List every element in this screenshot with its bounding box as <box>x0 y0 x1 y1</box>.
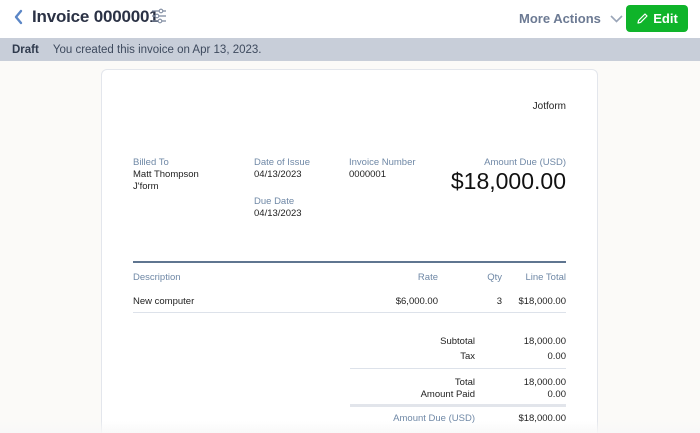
summary-amount-due-label: Amount Due (USD) <box>393 413 475 424</box>
col-rate: Rate <box>417 272 438 283</box>
status-badge: Draft <box>12 43 39 56</box>
summary-thick-divider <box>350 404 566 407</box>
more-actions-dropdown[interactable]: More Actions <box>519 11 623 26</box>
row-description: New computer <box>133 296 195 307</box>
back-button[interactable] <box>12 7 26 27</box>
invoice-number-label: Invoice Number <box>349 157 416 168</box>
amount-due-label: Amount Due (USD) <box>484 157 566 168</box>
sliders-icon <box>152 8 166 24</box>
billed-to-company: J'form <box>133 181 159 192</box>
total-label: Total <box>454 377 475 388</box>
row-divider <box>133 312 566 313</box>
billed-to-name: Matt Thompson <box>133 169 199 180</box>
row-rate: $6,000.00 <box>395 296 438 307</box>
subtotal-label: Subtotal <box>440 336 475 347</box>
row-line-total: $18,000.00 <box>518 296 566 307</box>
more-actions-label: More Actions <box>519 11 601 26</box>
pencil-icon <box>637 13 648 24</box>
col-description: Description <box>133 272 181 283</box>
amount-paid-value: 0.00 <box>547 389 567 400</box>
invoice-document: Jotform Billed To Matt Thompson J'form D… <box>101 69 598 433</box>
chevron-down-icon <box>610 14 623 23</box>
settings-button[interactable] <box>151 8 167 24</box>
tax-value: 0.00 <box>547 351 567 362</box>
due-date-label: Due Date <box>254 196 295 207</box>
date-of-issue-label: Date of Issue <box>254 157 310 168</box>
table-top-divider <box>133 261 566 263</box>
summary-divider <box>350 368 566 369</box>
status-bar: Draft You created this invoice on Apr 13… <box>0 38 700 61</box>
company-name: Jotform <box>532 101 566 112</box>
total-value: 18,000.00 <box>523 377 566 388</box>
edit-label: Edit <box>653 11 678 26</box>
col-line-total: Line Total <box>525 272 567 283</box>
bottom-fade <box>0 421 700 433</box>
tax-label: Tax <box>460 351 475 362</box>
date-of-issue: 04/13/2023 <box>254 169 302 180</box>
status-message: You created this invoice on Apr 13, 2023… <box>52 43 262 56</box>
summary-amount-due-value: $18,000.00 <box>518 413 566 424</box>
subtotal-value: 18,000.00 <box>523 336 566 347</box>
chevron-left-icon <box>14 9 23 25</box>
billed-to-label: Billed To <box>133 157 169 168</box>
amount-due-total: $18,000.00 <box>450 168 566 194</box>
due-date: 04/13/2023 <box>254 208 302 219</box>
edit-button[interactable]: Edit <box>626 5 688 32</box>
col-qty: Qty <box>487 272 502 283</box>
page-title: Invoice 0000001 <box>32 7 159 26</box>
row-qty: 3 <box>496 296 502 307</box>
invoice-number: 0000001 <box>349 169 386 180</box>
top-bar: Invoice 0000001 More Actions Edit <box>0 0 700 38</box>
amount-paid-label: Amount Paid <box>420 389 475 400</box>
